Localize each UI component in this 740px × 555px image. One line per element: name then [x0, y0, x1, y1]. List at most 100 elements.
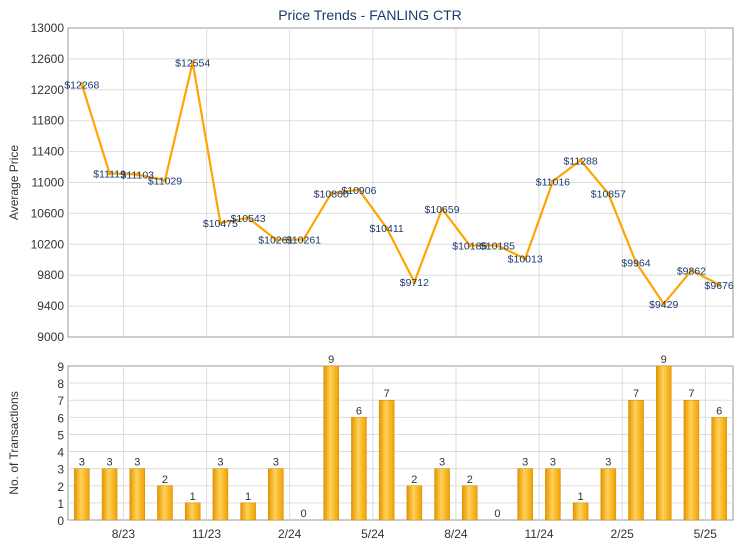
- transaction-bar: [600, 468, 617, 521]
- x-tick-label: 5/24: [361, 527, 385, 541]
- price-point: [329, 191, 334, 196]
- price-data-label: $11288: [563, 155, 597, 167]
- bar-data-label: 2: [162, 474, 168, 486]
- y-tick-label: 1: [57, 497, 64, 511]
- transaction-bar: [351, 417, 367, 521]
- transaction-bar: [683, 399, 700, 521]
- price-data-label: $9964: [621, 258, 650, 270]
- transaction-bar: [572, 502, 589, 521]
- y-tick-label: 10200: [31, 237, 65, 251]
- y-tick-label: 3: [57, 463, 64, 477]
- transaction-bar: [157, 485, 173, 521]
- y-tick-label: 12200: [31, 83, 65, 97]
- price-point: [467, 243, 472, 248]
- x-tick-label: 8/23: [112, 527, 136, 541]
- y-tick-label: 7: [57, 394, 64, 408]
- x-tick-label: 2/24: [278, 527, 302, 541]
- transaction-bar: [545, 468, 561, 521]
- y-tick-label: 9: [57, 360, 64, 374]
- price-point: [495, 243, 500, 248]
- bar-data-label: 7: [384, 388, 390, 400]
- transaction-bar: [462, 485, 478, 521]
- y-tick-label: 2: [57, 480, 64, 494]
- y-axis-label: Average Price: [7, 145, 21, 220]
- x-tick-label: 11/23: [192, 527, 221, 541]
- price-data-label: $9712: [400, 277, 429, 289]
- bar-data-label: 1: [578, 491, 584, 503]
- price-data-label: $11029: [148, 175, 182, 187]
- price-point: [107, 171, 112, 176]
- transaction-bar: [101, 468, 118, 521]
- price-point: [578, 158, 583, 163]
- price-data-label: $9676: [705, 280, 734, 292]
- price-point: [162, 178, 167, 183]
- bar-data-label: 3: [439, 457, 445, 469]
- price-data-label: $9862: [677, 265, 706, 277]
- bar-data-label: 6: [716, 405, 722, 417]
- price-data-label: $10857: [591, 189, 626, 201]
- price-point: [606, 191, 611, 196]
- transaction-bar: [184, 502, 201, 521]
- price-point: [412, 279, 417, 284]
- price-data-label: $10411: [370, 223, 404, 235]
- price-data-label: $10860: [314, 188, 349, 200]
- bar-data-label: 3: [605, 457, 611, 469]
- y-tick-label: 6: [57, 411, 64, 425]
- price-point: [523, 256, 528, 261]
- bar-data-label: 3: [522, 457, 528, 469]
- price-point: [356, 187, 361, 192]
- y-tick-label: 0: [57, 514, 64, 528]
- bar-data-label: 3: [107, 457, 113, 469]
- y-tick-label: 9400: [37, 299, 64, 313]
- transaction-bar: [240, 502, 256, 521]
- y-tick-label: 11800: [32, 114, 65, 128]
- transaction-bar: [406, 485, 423, 521]
- transaction-bar: [378, 399, 395, 521]
- price-data-label: $10659: [425, 204, 460, 216]
- bar-data-label: 0: [300, 508, 306, 520]
- transaction-bar: [711, 417, 727, 521]
- bar-data-label: 2: [467, 474, 473, 486]
- price-point: [273, 237, 278, 242]
- price-data-label: $10185: [480, 240, 515, 252]
- y-tick-label: 9000: [37, 330, 64, 344]
- price-point: [301, 237, 306, 242]
- bar-data-label: 7: [688, 388, 694, 400]
- transaction-bar: [323, 365, 339, 521]
- price-data-label: $10013: [508, 254, 543, 266]
- y-tick-label: 5: [57, 428, 64, 442]
- y-tick-label: 11400: [32, 145, 65, 159]
- transaction-bar: [129, 468, 146, 521]
- chart-title: Price Trends - FANLING CTR: [278, 7, 462, 23]
- bar-data-label: 1: [190, 491, 196, 503]
- price-point: [218, 221, 223, 226]
- x-tick-label: 8/24: [444, 527, 468, 541]
- bar-data-label: 9: [328, 354, 334, 366]
- bar-data-label: 0: [494, 508, 500, 520]
- y-axis-label: No. of Transactions: [7, 391, 21, 494]
- price-data-label: $10261: [258, 235, 293, 247]
- price-point: [717, 282, 722, 287]
- bar-data-label: 9: [661, 354, 667, 366]
- bar-data-label: 2: [411, 474, 417, 486]
- price-point: [246, 215, 251, 220]
- price-point: [135, 172, 140, 177]
- price-data-label: $11016: [536, 176, 570, 188]
- price-data-label: $11103: [121, 170, 155, 182]
- x-tick-label: 11/24: [524, 527, 553, 541]
- price-data-label: $11119: [93, 168, 126, 180]
- transaction-bar: [212, 468, 229, 521]
- bar-data-label: 3: [217, 457, 223, 469]
- bar-data-label: 6: [356, 405, 362, 417]
- y-tick-label: 12600: [31, 52, 65, 66]
- price-point: [661, 301, 666, 306]
- transaction-bar: [517, 468, 533, 521]
- x-tick-label: 5/25: [694, 527, 718, 541]
- price-data-label: $10185: [452, 240, 487, 252]
- price-data-label: $10261: [286, 235, 321, 247]
- price-data-label: $12554: [175, 57, 210, 69]
- transaction-bar: [655, 365, 672, 521]
- y-tick-label: 4: [57, 446, 64, 460]
